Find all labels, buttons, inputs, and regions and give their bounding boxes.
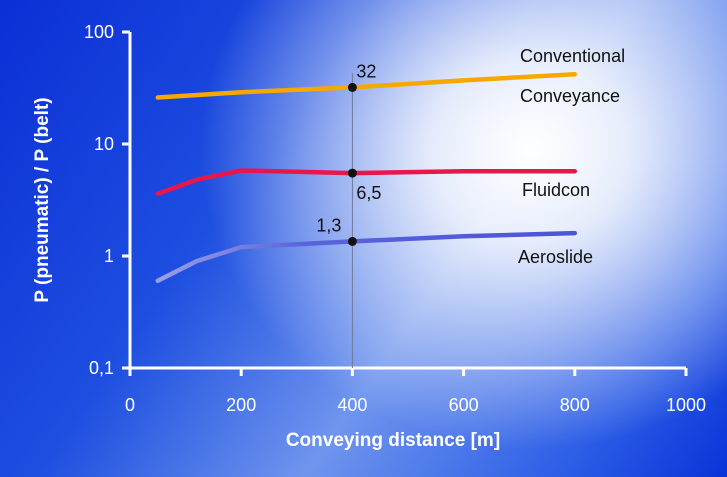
series-lines (155, 71, 578, 284)
y-tick-label: 100 (84, 22, 114, 42)
y-tick-label: 0,1 (89, 358, 114, 378)
y-tick-label: 10 (94, 134, 114, 154)
y-axis-title: P (pneumatic) / P (belt) (32, 97, 53, 302)
series-labels: Conventional Conveyance Fluidcon Aeroslide (518, 46, 625, 267)
annotation-label: 6,5 (356, 183, 381, 203)
annotation-label: 1,3 (316, 215, 341, 235)
axes (128, 32, 686, 370)
y-tick-label: 1 (104, 246, 114, 266)
series-line-fluidcon (155, 168, 578, 196)
series-label: Conventional (520, 46, 625, 66)
x-tick-label: 600 (449, 395, 479, 415)
x-ticks: 0 200 400 600 800 1000 (125, 368, 706, 415)
annotation-label: 32 (356, 61, 376, 81)
series-label: Aeroslide (518, 247, 593, 267)
x-tick-label: 200 (226, 395, 256, 415)
annotation-markers: 32 6,5 1,3 (316, 61, 381, 246)
x-tick-label: 400 (337, 395, 367, 415)
series-label: Conveyance (520, 86, 620, 106)
series-line-aeroslide (155, 230, 578, 284)
x-tick-label: 0 (125, 395, 135, 415)
series-label: Fluidcon (522, 180, 590, 200)
x-axis-title: Conveying distance [m] (286, 430, 500, 451)
y-ticks: 0,1 1 10 100 (84, 22, 130, 378)
annotation-dot (347, 168, 357, 178)
annotation-dot (347, 236, 357, 246)
x-tick-label: 800 (560, 395, 590, 415)
annotation-dot (347, 82, 357, 92)
x-tick-label: 1000 (666, 395, 706, 415)
